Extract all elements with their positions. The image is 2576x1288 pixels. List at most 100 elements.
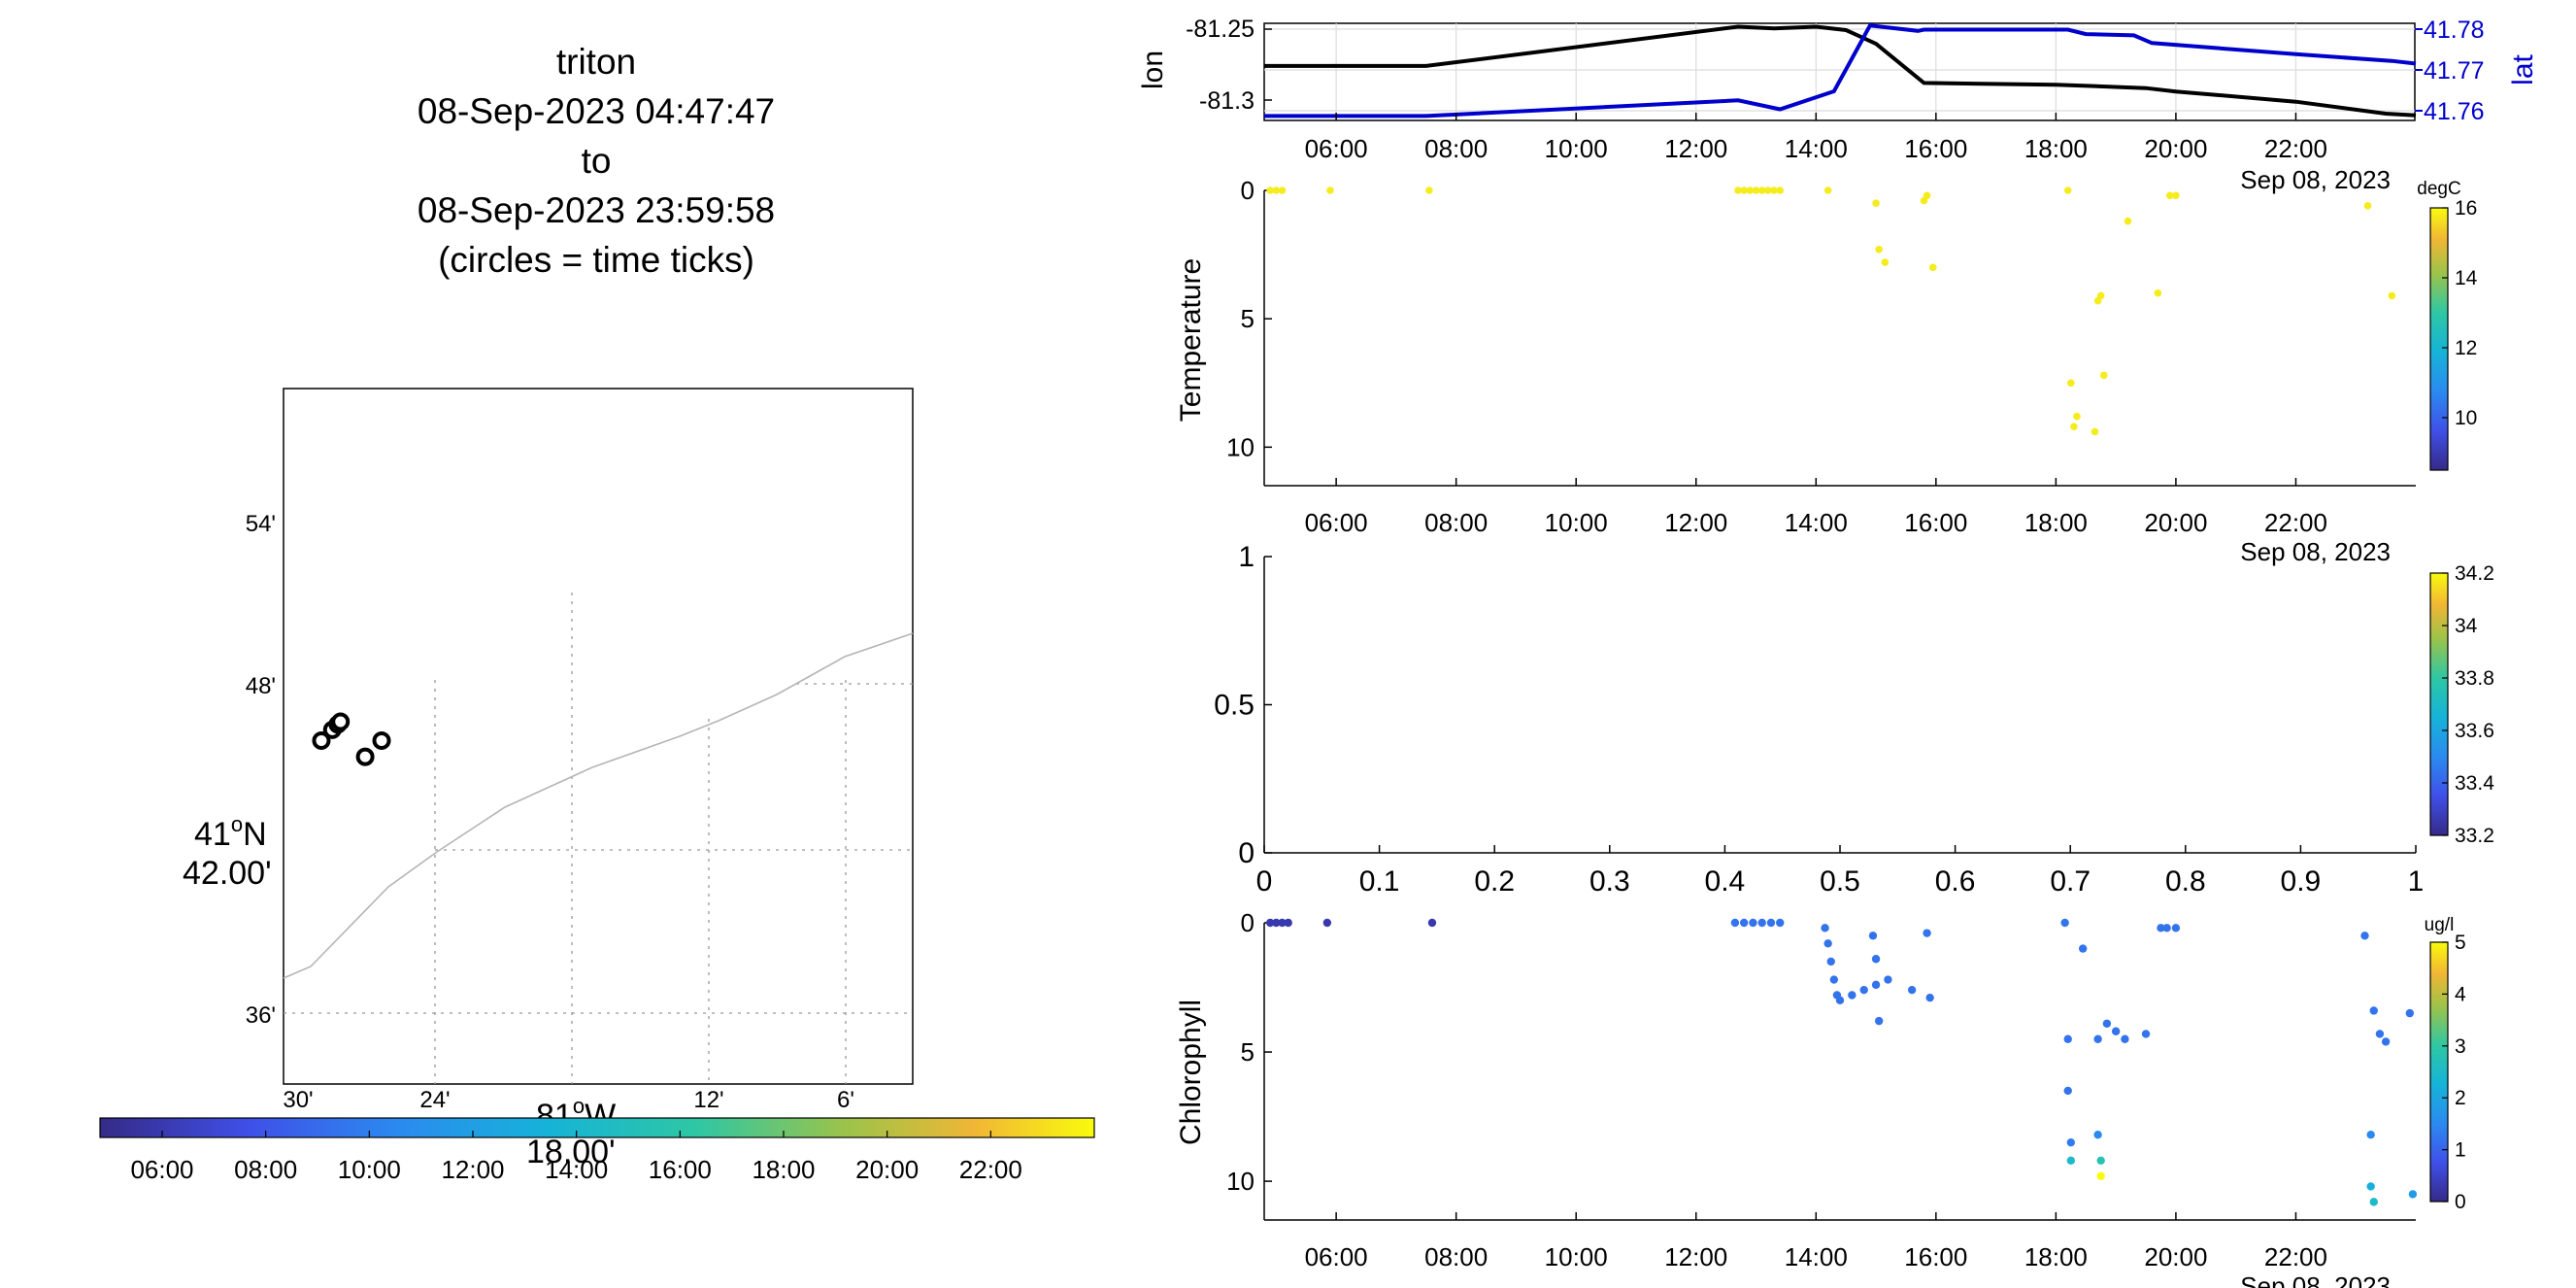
temperature-point: [1875, 245, 1883, 254]
temperature-point: [1764, 186, 1772, 194]
temperature-axis-label: Temperature: [1175, 258, 1207, 422]
map-title: triton 08-Sep-2023 04:47:47 to 08-Sep-20…: [418, 42, 775, 280]
temperature-point: [1928, 263, 1937, 272]
chlorophyll-colorbar: [2429, 941, 2449, 1203]
temperature-colorbar-ticks: 16 14 12 10: [2442, 197, 2478, 429]
empty-x-ticks: 0 0.1 0.2 0.3 0.4 0.5 0.6 0.7 0.8 0.9 1: [1256, 845, 2424, 898]
chlorophyll-point: [2111, 1027, 2121, 1035]
chlorophyll-point: [1923, 929, 1931, 937]
colorbar-tick-label: 34.2: [2455, 562, 2494, 585]
temperature-point: [2067, 379, 2075, 388]
chlorophyll-point: [1848, 991, 1857, 1000]
lon-series-line: [1264, 24, 2417, 118]
y-tick-label: 0.5: [1214, 690, 1255, 722]
x-tick-label: 16:00: [1904, 134, 1967, 163]
chlorophyll-point: [2157, 924, 2165, 932]
chlorophyll-x-ticks: 06:00 08:00 10:00 12:00 14:00 16:00 18:00 20:00…: [1305, 1212, 2327, 1271]
chlorophyll-point: [1427, 918, 1437, 928]
temperature-point: [1740, 186, 1748, 194]
lon-tick: -81.25: [1186, 16, 1255, 43]
temperature-point: [1326, 186, 1334, 194]
x-tick-label: 16:00: [1904, 1242, 1967, 1271]
time-colorbar: 06:00 08:00 10:00 12:00 14:00 16:00 18:00 20:00…: [99, 1117, 1095, 1184]
temperature-point: [1872, 199, 1880, 208]
x-tick-label: 12:00: [1664, 508, 1727, 537]
x-tick-label: 20:00: [2144, 134, 2207, 163]
colorbar-tick-label: 12:00: [441, 1155, 504, 1184]
x-tick-label: 0.2: [1474, 865, 1515, 898]
chlorophyll-point: [2102, 1019, 2112, 1028]
chlorophyll-point: [2066, 1156, 2076, 1166]
chlorophyll-point: [2366, 1130, 2375, 1139]
chlorophyll-point: [1766, 918, 1776, 928]
chlorophyll-point: [1821, 924, 1829, 932]
chlorophyll-point: [2096, 1171, 2105, 1180]
lat-degree-label: 41oN: [194, 812, 267, 853]
x-tick-label: 14:00: [1785, 1242, 1848, 1271]
chlorophyll-point: [1859, 985, 1868, 995]
lon-tick: 24': [419, 1087, 450, 1113]
x-tick-label: 18:00: [2024, 1242, 2088, 1271]
temperature-axes: [1263, 190, 2416, 487]
x-tick-label: 06:00: [1305, 134, 1368, 163]
y-tick-label: 0: [1241, 908, 1255, 937]
colorbar-tick-label: 06:00: [130, 1155, 193, 1184]
chlorophyll-point: [2063, 1034, 2072, 1043]
lat-minute-label: 42.00': [183, 855, 272, 892]
temperature-date-label: Sep 08, 2023: [2240, 537, 2391, 566]
colorbar-tick-label: 08:00: [234, 1155, 297, 1184]
salinity-colorbar-ticks: 34.2 34 33.8 33.6 33.4 33.2: [2442, 562, 2494, 847]
temperature-point: [2124, 217, 2132, 225]
colorbar-tick-label: 34: [2455, 615, 2478, 637]
x-tick-label: 14:00: [1785, 134, 1848, 163]
chlorophyll-axis-label: Chlorophyll: [1175, 1000, 1207, 1145]
temperature-point: [1776, 186, 1785, 194]
temperature-point: [2073, 412, 2081, 421]
temperature-point: [1881, 258, 1890, 266]
empty-panel: 10.50 0 0.1 0.2 0.3 0.4 0.5 0.6 0.7 0.8 0.9 1 34.2…: [1214, 541, 2494, 898]
temperature-point: [1752, 186, 1760, 194]
chlorophyll-point: [2066, 1137, 2076, 1147]
x-tick-label: 08:00: [1424, 1242, 1488, 1271]
y-tick-label: 1: [1238, 541, 1255, 573]
x-tick-label: 0.5: [1820, 865, 1860, 898]
track-tick-circle: [312, 730, 331, 750]
x-tick-label: 0.8: [2165, 865, 2206, 898]
lat-series-line: [1264, 23, 2417, 119]
chlorophyll-colorbar-unit: ug/l: [2425, 915, 2455, 935]
colorbar-tick-label: 5: [2455, 932, 2466, 954]
time-colorbar-ticks: 06:00 08:00 10:00 12:00 14:00 16:00 18:00 20:00…: [130, 1131, 1022, 1184]
chlorophyll-point: [1884, 975, 1892, 984]
temperature-point: [1770, 186, 1778, 194]
coastline: [283, 632, 914, 979]
temperature-colorbar: [2429, 207, 2449, 471]
x-tick-label: 08:00: [1424, 508, 1488, 537]
chlorophyll-point: [1826, 957, 1835, 966]
colorbar-tick-label: 18:00: [752, 1155, 815, 1184]
map-lat-ticks: 54' 48' 36': [246, 511, 276, 1029]
x-tick-label: 22:00: [2264, 508, 2327, 537]
temperature-point: [2063, 186, 2072, 194]
x-tick-label: 06:00: [1305, 1242, 1368, 1271]
temperature-x-ticks: 06:00 08:00 10:00 12:00 14:00 16:00 18:00 20:00…: [1305, 478, 2327, 537]
chlorophyll-colorbar-ticks: 5 4 3 2 1 0: [2442, 932, 2466, 1213]
empty-y-ticks: 10.50: [1214, 541, 1272, 869]
track-tick-circle: [331, 712, 351, 731]
lonlat-panel: -81.25 -81.3 41.78 41.77 41.76 lon lat 0…: [1137, 16, 2539, 194]
temperature-point: [2363, 202, 2372, 210]
temperature-point: [1272, 186, 1281, 194]
chlorophyll-point: [1284, 918, 1292, 928]
lat-tick: 41.77: [2424, 57, 2485, 85]
x-tick-label: 0.9: [2281, 865, 2322, 898]
lon-tick: 6': [837, 1087, 854, 1113]
chlorophyll-point: [1730, 918, 1740, 928]
x-tick-label: 0.4: [1705, 865, 1746, 898]
lon-tick: 30': [283, 1087, 313, 1113]
chlorophyll-point: [1907, 985, 1917, 995]
chlorophyll-point: [1823, 939, 1832, 948]
temperature-point: [2165, 191, 2174, 200]
colorbar-tick-label: 33.6: [2455, 720, 2494, 742]
temperature-point: [2070, 423, 2078, 431]
chlorophyll-point: [2369, 1006, 2378, 1015]
